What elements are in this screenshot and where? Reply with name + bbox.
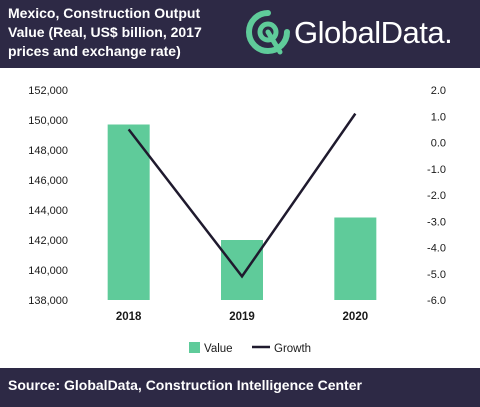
- source-note: Source: GlobalData, Construction Intelli…: [8, 377, 362, 393]
- category-label: 2020: [343, 311, 369, 323]
- right-tick-label: -1.0: [427, 164, 446, 176]
- bar-2018: [107, 124, 150, 300]
- left-tick-label: 148,000: [28, 145, 68, 157]
- right-tick-label: -3.0: [427, 216, 446, 228]
- chart-footer: Source: GlobalData, Construction Intelli…: [0, 368, 480, 407]
- bar-series: [107, 124, 377, 300]
- legend-growth-label: Growth: [274, 343, 311, 355]
- legend-value-label: Value: [204, 343, 233, 355]
- chart-title: Mexico, Construction Output Value (Real,…: [8, 5, 202, 59]
- bar-2019: [221, 240, 263, 300]
- left-tick-label: 144,000: [28, 205, 68, 217]
- left-tick-label: 138,000: [28, 295, 68, 307]
- chart-header: Mexico, Construction Output Value (Real,…: [0, 0, 480, 68]
- globaldata-logo: GlobalData.: [246, 10, 474, 56]
- right-tick-label: -5.0: [427, 269, 446, 281]
- left-tick-label: 152,000: [28, 85, 68, 97]
- right-tick-label: -6.0: [427, 295, 446, 307]
- category-label: 2018: [116, 311, 142, 323]
- right-tick-label: -2.0: [427, 190, 446, 202]
- left-tick-label: 150,000: [28, 115, 68, 127]
- left-tick-label: 140,000: [28, 265, 68, 277]
- left-tick-label: 146,000: [28, 175, 68, 187]
- category-label: 2019: [229, 311, 255, 323]
- chart-legend: Value Growth: [189, 342, 311, 355]
- right-tick-label: -4.0: [427, 243, 446, 255]
- right-tick-label: 0.0: [431, 138, 446, 150]
- globaldata-logo-icon: [246, 10, 290, 55]
- right-tick-label: 2.0: [431, 85, 446, 97]
- logo-wordmark: GlobalData.: [294, 15, 453, 50]
- growth-series: [127, 112, 357, 279]
- left-axis: 138,000 140,000 142,000 144,000 146,000 148,0…: [28, 85, 68, 307]
- bar-2020: [334, 217, 377, 300]
- right-tick-label: 1.0: [431, 111, 446, 123]
- left-tick-label: 142,000: [28, 235, 68, 247]
- legend-value-swatch: [189, 342, 200, 353]
- construction-output-chart: 138,000 140,000 142,000 144,000 146,000 148,0…: [28, 85, 446, 355]
- category-axis: 2018 2019 2020: [116, 311, 368, 323]
- growth-line: [127, 112, 357, 279]
- right-axis: -6.0 -5.0 -4.0 -3.0 -2.0 -1.0 0.0 1.0 2.0: [427, 85, 446, 307]
